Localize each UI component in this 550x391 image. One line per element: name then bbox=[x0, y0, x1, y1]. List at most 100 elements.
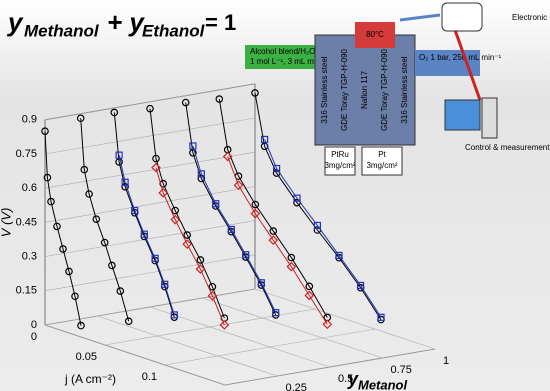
setup-diagram: Alcohol blend/H₂O 1 mol L⁻¹, 3 mL min⁻¹ … bbox=[245, 2, 550, 176]
grid-line bbox=[149, 306, 331, 368]
marker bbox=[219, 320, 230, 330]
marker bbox=[116, 287, 125, 295]
marker bbox=[59, 245, 67, 253]
cell bbox=[314, 34, 416, 146]
v-tick-label: 0.75 bbox=[16, 148, 37, 160]
marker bbox=[124, 317, 133, 326]
marker bbox=[152, 154, 160, 163]
z-tick-label: 0.75 bbox=[391, 364, 412, 376]
grid-line bbox=[202, 297, 383, 359]
marker bbox=[251, 89, 259, 97]
cathode-label: 3mg/cm² bbox=[366, 161, 397, 170]
marker bbox=[293, 194, 301, 202]
marker bbox=[108, 261, 116, 270]
marker bbox=[65, 267, 73, 276]
title-part: Ethanol bbox=[142, 21, 206, 40]
title-part: = 1 bbox=[205, 10, 236, 35]
marker bbox=[140, 230, 148, 238]
marker bbox=[287, 253, 296, 262]
marker bbox=[189, 142, 197, 150]
alcohol-inlet bbox=[245, 45, 315, 69]
curve bbox=[44, 131, 82, 326]
marker bbox=[208, 282, 217, 291]
marker bbox=[151, 162, 161, 173]
load-icon bbox=[441, 2, 483, 32]
marker bbox=[181, 98, 190, 107]
anode-label: PtRu bbox=[331, 150, 349, 159]
computer-icon bbox=[481, 97, 498, 139]
title: y Methanol + y Ethanol = 1 bbox=[6, 7, 236, 41]
marker bbox=[85, 190, 93, 198]
marker bbox=[257, 279, 265, 287]
marker bbox=[335, 251, 343, 260]
grid-line bbox=[44, 151, 256, 189]
marker bbox=[286, 261, 297, 272]
j-tick-label: 0.05 bbox=[76, 351, 97, 363]
marker bbox=[170, 311, 178, 319]
j-axis-label: j (A cm⁻²) bbox=[64, 372, 116, 386]
marker bbox=[269, 227, 278, 235]
marker bbox=[77, 321, 85, 330]
marker bbox=[189, 149, 197, 157]
v-tick-label: 0 bbox=[31, 319, 37, 331]
cathode-label: Pt bbox=[378, 150, 386, 159]
marker bbox=[71, 292, 79, 301]
cathode-box bbox=[361, 146, 403, 176]
marker bbox=[121, 178, 129, 186]
marker bbox=[146, 104, 154, 113]
title-part: y bbox=[6, 7, 24, 37]
marker bbox=[182, 239, 193, 250]
control-label: Control & measurement bbox=[465, 143, 550, 152]
marker bbox=[227, 225, 235, 234]
marker bbox=[273, 164, 281, 173]
marker bbox=[76, 114, 85, 123]
marker bbox=[304, 290, 315, 301]
marker bbox=[305, 282, 314, 291]
marker bbox=[242, 251, 250, 259]
grid-line bbox=[44, 220, 256, 257]
j-tick-label: 0.1 bbox=[142, 371, 157, 383]
title-part: + y bbox=[107, 7, 145, 37]
marker bbox=[92, 215, 101, 224]
marker bbox=[313, 221, 321, 230]
z-tick-label: 1 bbox=[443, 355, 449, 367]
v-tick-label: 0.3 bbox=[22, 251, 37, 263]
grid-line bbox=[97, 315, 278, 377]
marker bbox=[115, 158, 123, 166]
v-tick-label: 0.45 bbox=[16, 216, 37, 228]
marker bbox=[53, 222, 61, 231]
marker bbox=[377, 313, 385, 321]
marker bbox=[131, 206, 139, 215]
marker bbox=[110, 108, 119, 117]
marker bbox=[251, 200, 260, 209]
marker bbox=[215, 95, 224, 103]
marker bbox=[158, 187, 169, 198]
curve bbox=[254, 92, 382, 320]
anode-box bbox=[324, 146, 356, 176]
curve bbox=[192, 145, 277, 313]
marker bbox=[197, 170, 205, 178]
marker bbox=[171, 206, 180, 215]
v-axis-label: V (V) bbox=[0, 208, 13, 238]
curve bbox=[118, 155, 175, 316]
marker bbox=[207, 291, 218, 301]
marker bbox=[222, 151, 233, 162]
grid-line bbox=[44, 186, 256, 223]
marker bbox=[47, 197, 55, 206]
title-part: Methanol bbox=[24, 21, 100, 40]
v-tick-label: 0.6 bbox=[22, 182, 37, 194]
curve bbox=[227, 156, 328, 325]
curve bbox=[264, 139, 382, 318]
marker bbox=[41, 127, 49, 136]
oxygen-label: O₂ 1 bar, 250 mL min⁻¹ bbox=[419, 53, 502, 62]
marker bbox=[212, 200, 220, 208]
marker bbox=[159, 179, 168, 188]
layer-label: GDE Toray TGP-H-090 bbox=[340, 48, 349, 131]
inlet-label: Alcohol blend/H₂O bbox=[250, 47, 315, 56]
z-tick-label: 0.5 bbox=[338, 373, 353, 385]
marker bbox=[161, 280, 169, 288]
marker bbox=[183, 231, 192, 239]
layer-label: GDE Toray TGP-H-090 bbox=[380, 48, 389, 131]
marker bbox=[197, 174, 206, 183]
